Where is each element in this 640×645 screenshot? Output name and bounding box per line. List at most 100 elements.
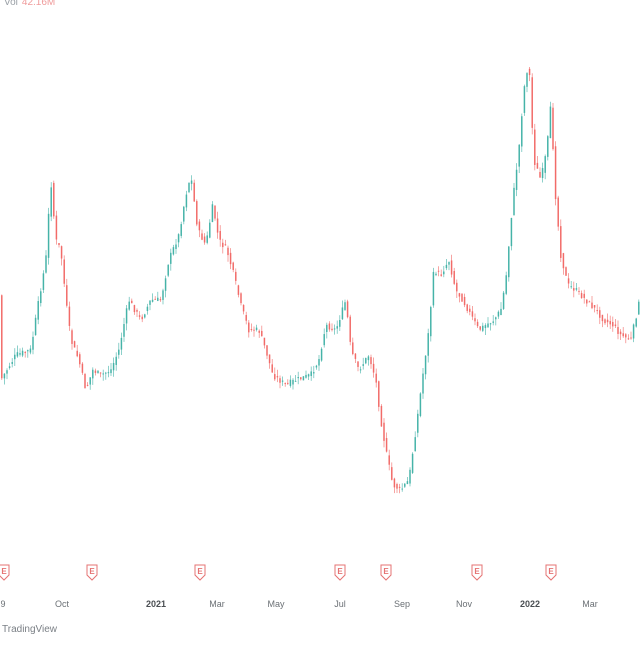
candle-body bbox=[482, 325, 484, 331]
candle-body bbox=[250, 329, 253, 331]
candle-body bbox=[99, 372, 102, 374]
candle-body bbox=[419, 393, 422, 416]
candle-body bbox=[474, 318, 476, 322]
candle-body bbox=[105, 372, 107, 374]
candle-body bbox=[409, 469, 411, 484]
candle-body bbox=[367, 356, 370, 361]
candle-body bbox=[422, 373, 424, 394]
candle-body bbox=[580, 293, 583, 299]
candle-body bbox=[414, 437, 416, 452]
candle-body bbox=[554, 146, 557, 200]
candle-body bbox=[466, 304, 468, 311]
candle-body bbox=[21, 350, 24, 356]
earnings-marker[interactable]: E bbox=[194, 564, 206, 581]
candle-body bbox=[222, 242, 224, 248]
candle-body bbox=[435, 273, 437, 276]
candle-body bbox=[362, 364, 364, 366]
earnings-badge-shape bbox=[194, 564, 206, 581]
candle-body bbox=[68, 306, 71, 326]
candle-body bbox=[313, 372, 315, 374]
candle-body bbox=[318, 359, 320, 366]
earnings-marker[interactable]: E bbox=[334, 564, 346, 581]
candle-body bbox=[94, 370, 97, 373]
candle-body bbox=[440, 274, 442, 276]
candle-body bbox=[547, 136, 549, 157]
candle-body bbox=[484, 325, 487, 329]
candle-body bbox=[40, 291, 42, 304]
candle-body bbox=[320, 348, 323, 361]
candle-body bbox=[302, 376, 305, 381]
candle-body bbox=[383, 422, 385, 441]
candle-body bbox=[534, 129, 536, 165]
volume-value: 42.16M bbox=[21, 0, 56, 8]
candle-body bbox=[526, 73, 528, 87]
candle-body bbox=[136, 309, 138, 312]
candle-body bbox=[437, 270, 440, 272]
candle-body bbox=[73, 341, 76, 348]
candle-body bbox=[112, 362, 115, 371]
candle-body bbox=[544, 156, 546, 173]
candle-body bbox=[86, 384, 89, 386]
candle-body bbox=[8, 366, 11, 368]
candle-body bbox=[385, 438, 388, 452]
candle-body bbox=[606, 319, 609, 323]
candle-body bbox=[79, 354, 81, 365]
earnings-badge-shape bbox=[86, 564, 98, 581]
candle-body bbox=[159, 299, 162, 301]
candle-body bbox=[287, 382, 289, 384]
candle-body bbox=[354, 353, 357, 359]
candle-body bbox=[567, 278, 570, 284]
candle-body bbox=[310, 371, 312, 376]
candle-body bbox=[183, 206, 185, 222]
candle-body bbox=[42, 273, 45, 290]
earnings-marker[interactable]: E bbox=[380, 564, 392, 581]
candle-body bbox=[515, 169, 518, 190]
candle-body bbox=[625, 334, 627, 338]
candle-body bbox=[276, 376, 279, 378]
candle-body bbox=[523, 86, 526, 113]
candle-body bbox=[229, 252, 232, 265]
candle-body bbox=[541, 168, 544, 179]
candle-body bbox=[177, 234, 180, 243]
candle-body bbox=[461, 293, 463, 302]
earnings-badge-label: E bbox=[197, 567, 203, 576]
candle-body bbox=[274, 374, 276, 380]
candle-body bbox=[539, 171, 541, 178]
candle-body bbox=[58, 243, 60, 246]
candle-body bbox=[268, 354, 271, 364]
candle-body bbox=[300, 377, 302, 380]
earnings-marker[interactable]: E bbox=[86, 564, 98, 581]
earnings-badge-label: E bbox=[337, 567, 343, 576]
candle-body bbox=[463, 296, 466, 306]
candle-body bbox=[214, 205, 216, 219]
candle-body bbox=[149, 300, 151, 305]
candle-body bbox=[510, 217, 513, 247]
earnings-marker[interactable]: E bbox=[471, 564, 483, 581]
candle-body bbox=[591, 302, 593, 309]
candle-body bbox=[495, 317, 497, 320]
candle-body bbox=[622, 333, 624, 337]
candle-body bbox=[586, 299, 588, 304]
candle-body bbox=[60, 246, 63, 259]
candle-body bbox=[27, 350, 29, 352]
candle-body bbox=[138, 315, 141, 317]
candle-body bbox=[89, 377, 91, 385]
candle-body bbox=[315, 365, 318, 368]
candle-body bbox=[614, 324, 617, 327]
candle-body bbox=[450, 260, 453, 275]
candle-body bbox=[357, 361, 359, 367]
candle-body bbox=[120, 337, 123, 350]
volume-legend: Vol 42.16M bbox=[4, 0, 55, 8]
candle-body bbox=[216, 218, 219, 233]
candle-body bbox=[29, 348, 32, 353]
candle-body bbox=[157, 297, 159, 301]
candle-body bbox=[601, 314, 604, 322]
candle-body bbox=[245, 315, 247, 321]
candle-body bbox=[141, 316, 143, 320]
earnings-marker[interactable]: E bbox=[545, 564, 557, 581]
earnings-marker[interactable]: E bbox=[0, 564, 10, 581]
candle-body bbox=[92, 369, 94, 379]
